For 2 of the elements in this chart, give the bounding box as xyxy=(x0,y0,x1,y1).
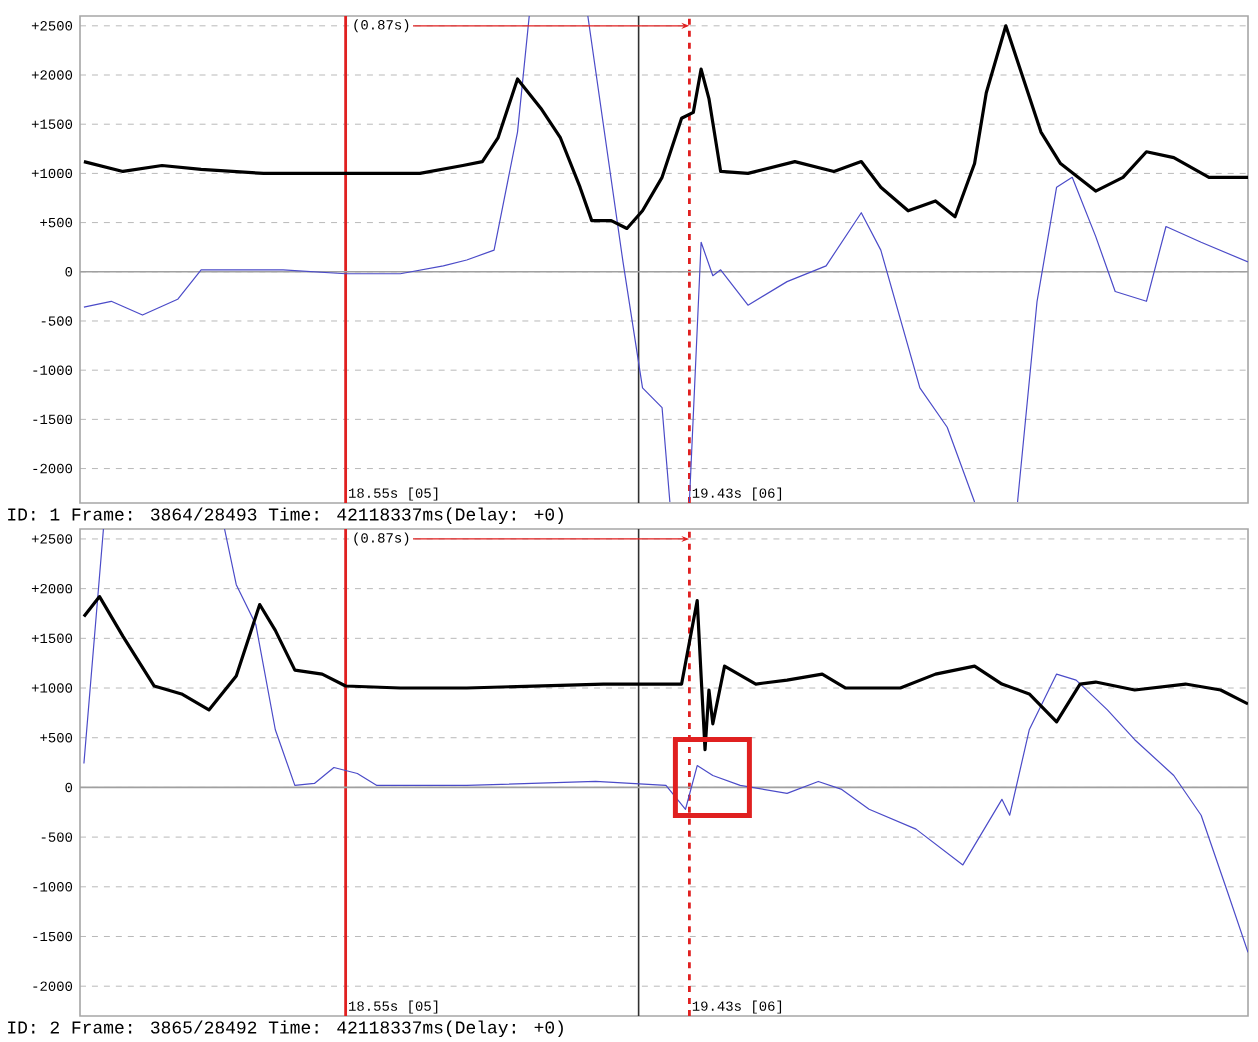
text: ID: 1 Frame: 3864/28493 Time: 42118337ms(Delay: +0) xyxy=(8,507,563,525)
text: ID: 2 Frame: 3865/28492 Time: 42118337ms(Delay: +0) xyxy=(8,1020,563,1038)
